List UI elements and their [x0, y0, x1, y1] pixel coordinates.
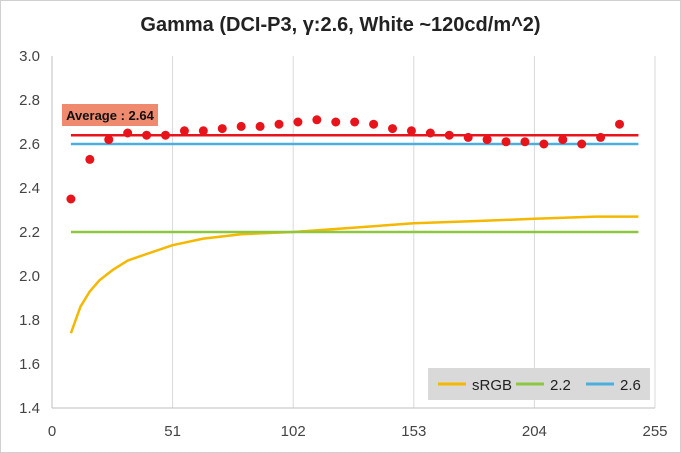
measured-point [198, 126, 208, 136]
measured-point [444, 130, 454, 140]
measured-point [331, 117, 341, 127]
legend: sRGB 2.2 2.6 [428, 368, 650, 400]
measured-point [596, 132, 606, 142]
axes: 0 51 102 153 204 255 1.4 1.6 1.8 2.0 2.2 2.4 2.6 2.8 3… [19, 48, 667, 440]
measured-point [85, 154, 95, 164]
measured-point [274, 119, 284, 129]
measured-point [577, 139, 587, 149]
legend-label: 2.6 [620, 377, 641, 394]
y-tick-label: 3.0 [19, 48, 40, 65]
measured-point [142, 130, 152, 140]
y-tick-label: 2.8 [19, 92, 40, 109]
y-tick-label: 2.2 [19, 224, 40, 241]
y-tick-label: 2.0 [19, 268, 40, 285]
x-tick-label: 0 [48, 423, 56, 440]
measured-point [558, 135, 568, 145]
measured-point [369, 119, 379, 129]
measured-point [482, 135, 492, 145]
x-tick-label: 51 [164, 423, 181, 440]
measured-point [293, 117, 303, 127]
x-tick-label: 204 [522, 423, 547, 440]
y-tick-label: 1.8 [19, 312, 40, 329]
legend-label: 2.2 [550, 377, 571, 394]
y-tick-label: 2.4 [19, 180, 40, 197]
measured-point [463, 132, 473, 142]
legend-label: sRGB [472, 377, 512, 394]
measured-point [312, 115, 322, 125]
average-annotation: Average : 2.64 [62, 104, 158, 126]
measured-point [388, 124, 398, 134]
x-tick-label: 153 [401, 423, 426, 440]
series-lines [69, 133, 639, 334]
measured-point [236, 121, 246, 131]
x-tick-label: 102 [281, 423, 306, 440]
measured-point [66, 194, 76, 204]
series-line-sRGB [69, 215, 639, 334]
y-tick-label: 2.6 [19, 136, 40, 153]
measured-point [520, 137, 530, 147]
measured-point [501, 137, 511, 147]
measured-point [615, 119, 625, 129]
measured-point [161, 130, 171, 140]
y-tick-label: 1.6 [19, 356, 40, 373]
average-label-box [62, 104, 158, 126]
chart-title: Gamma (DCI-P3, γ:2.6, White ~120cd/m^2) [140, 14, 541, 36]
average-label: Average : 2.64 [66, 108, 154, 123]
measured-point [217, 124, 227, 134]
measured-points [66, 115, 625, 204]
measured-point [123, 128, 133, 138]
x-tick-label: 255 [642, 423, 667, 440]
measured-point [179, 126, 189, 136]
measured-point [104, 135, 114, 145]
measured-point [350, 117, 360, 127]
measured-point [539, 139, 549, 149]
measured-point [255, 121, 265, 131]
measured-point [406, 126, 416, 136]
measured-point [425, 128, 435, 138]
y-tick-label: 1.4 [19, 400, 40, 417]
